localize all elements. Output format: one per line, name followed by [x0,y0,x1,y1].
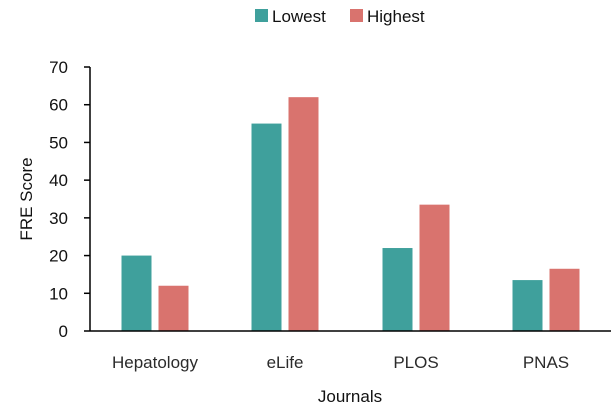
x-axis-title: Journals [318,387,382,406]
y-tick-label: 70 [49,58,68,77]
y-tick-label: 60 [49,96,68,115]
bar-lowest-plos [382,248,413,331]
bar-highest-plos [419,204,450,331]
bar-lowest-elife [251,123,282,331]
y-tick-label: 10 [49,284,68,303]
y-tick-label: 40 [49,171,68,190]
x-tick-label: PLOS [393,353,438,372]
y-tick-label: 50 [49,133,68,152]
bar-highest-elife [288,97,319,332]
y-tick-label: 30 [49,209,68,228]
x-tick-label: eLife [267,353,304,372]
bar-highest-pnas [549,268,580,331]
y-axis-ticks: 0 10 20 30 40 50 60 70 [49,58,90,341]
legend: Lowest Highest [255,7,425,26]
x-tick-label: PNAS [523,353,569,372]
y-tick-label: 0 [59,322,68,341]
x-axis-tick-labels: Hepatology eLife PLOS PNAS [112,353,569,372]
bar-lowest-pnas [512,280,543,331]
legend-swatch-lowest [255,9,268,22]
bar-lowest-hepatology [121,255,152,331]
legend-label-highest: Highest [367,7,425,26]
x-tick-label: Hepatology [112,353,199,372]
y-tick-label: 20 [49,247,68,266]
y-axis-title: FRE Score [17,157,36,240]
legend-label-lowest: Lowest [272,7,326,26]
bar-highest-hepatology [158,285,189,331]
legend-swatch-highest [350,9,363,22]
bars [121,97,580,332]
